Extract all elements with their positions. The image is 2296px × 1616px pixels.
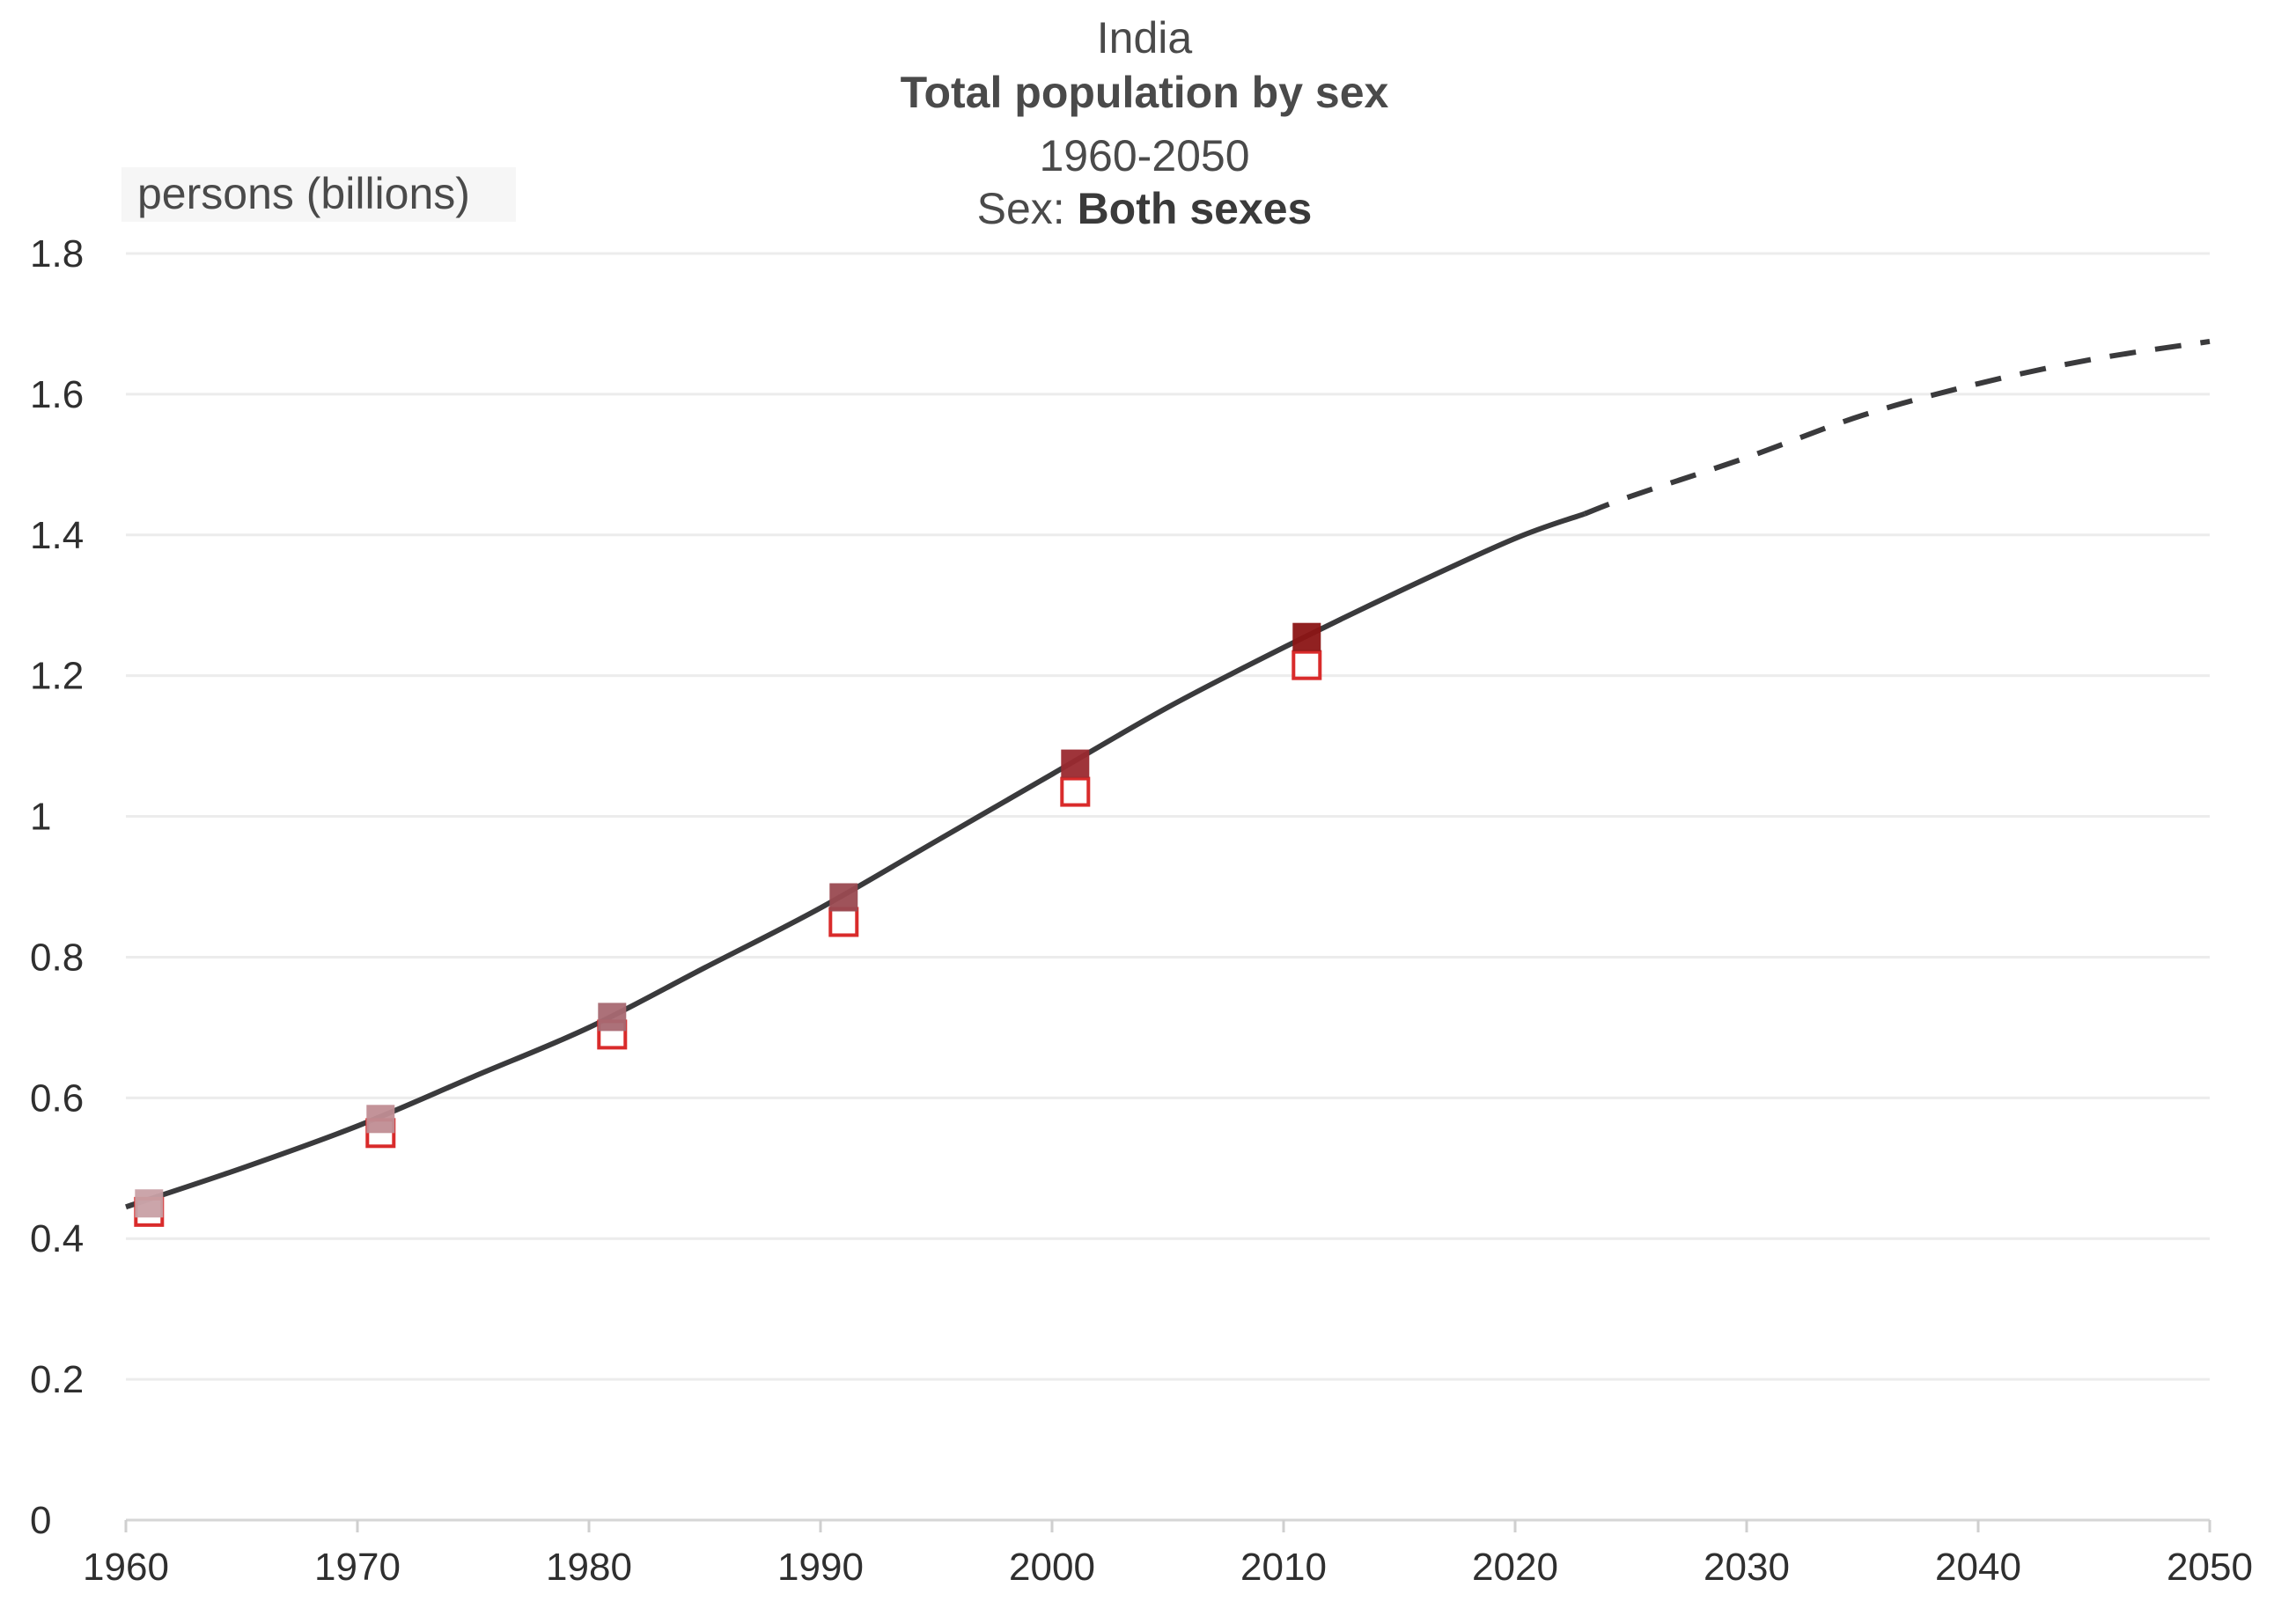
census-marker-hollow	[1060, 776, 1091, 807]
x-tick-label: 1970	[314, 1546, 401, 1589]
census-marker-filled	[135, 1189, 164, 1218]
x-tick-label: 2010	[1240, 1546, 1327, 1589]
y-tick-label: 0.8	[30, 936, 84, 979]
projection-line	[1583, 338, 2211, 517]
census-marker-filled	[1292, 622, 1321, 651]
x-tick-label: 2020	[1472, 1546, 1558, 1589]
chart-title: Total population by sex	[901, 68, 1389, 117]
census-marker-filled	[1061, 749, 1090, 778]
chart-filter-value: Both sexes	[1078, 184, 1313, 233]
census-markers	[134, 622, 1322, 1227]
x-tick-label: 1980	[546, 1546, 632, 1589]
chart-period: 1960-2050	[1039, 131, 1249, 180]
census-marker-hollow	[828, 907, 859, 937]
chart-filter-label: Sex:	[977, 184, 1078, 233]
x-tick-label: 2030	[1704, 1546, 1790, 1589]
series-lines	[125, 338, 2211, 1210]
y-tick-label: 0.2	[30, 1358, 84, 1401]
y-tick-label: 1.4	[30, 514, 84, 557]
census-marker-filled	[366, 1105, 395, 1134]
x-tick-label: 1990	[777, 1546, 864, 1589]
y-axis-label: persons (billions)	[137, 169, 470, 218]
x-tick-label: 2040	[1935, 1546, 2021, 1589]
y-tick-label: 0.6	[30, 1076, 84, 1120]
chart-country: India	[1097, 13, 1193, 62]
gridlines	[124, 252, 2211, 1532]
x-tick-label: 2050	[2167, 1546, 2253, 1589]
estimate-line	[125, 511, 1586, 1210]
census-marker-filled	[598, 1003, 627, 1032]
y-tick-label: 1	[30, 796, 51, 839]
x-tick-label: 1960	[83, 1546, 169, 1589]
y-tick-label: 1.8	[30, 232, 84, 275]
x-tick-label: 2000	[1009, 1546, 1095, 1589]
y-tick-label: 1.2	[30, 655, 84, 698]
census-marker-filled	[829, 883, 858, 912]
chart-filter: Sex: Both sexes	[977, 184, 1313, 233]
y-tick-label: 1.6	[30, 373, 84, 416]
axis-ticks: 0 0.2 0.4 0.6 0.8 1 1.2 1.4 1.6 1.8 1960 1970 1980 19…	[30, 232, 2253, 1589]
y-tick-label: 0.4	[30, 1217, 84, 1260]
census-marker-hollow	[1292, 650, 1322, 680]
unit-label-background	[121, 167, 516, 222]
y-tick-label: 0	[30, 1499, 51, 1542]
